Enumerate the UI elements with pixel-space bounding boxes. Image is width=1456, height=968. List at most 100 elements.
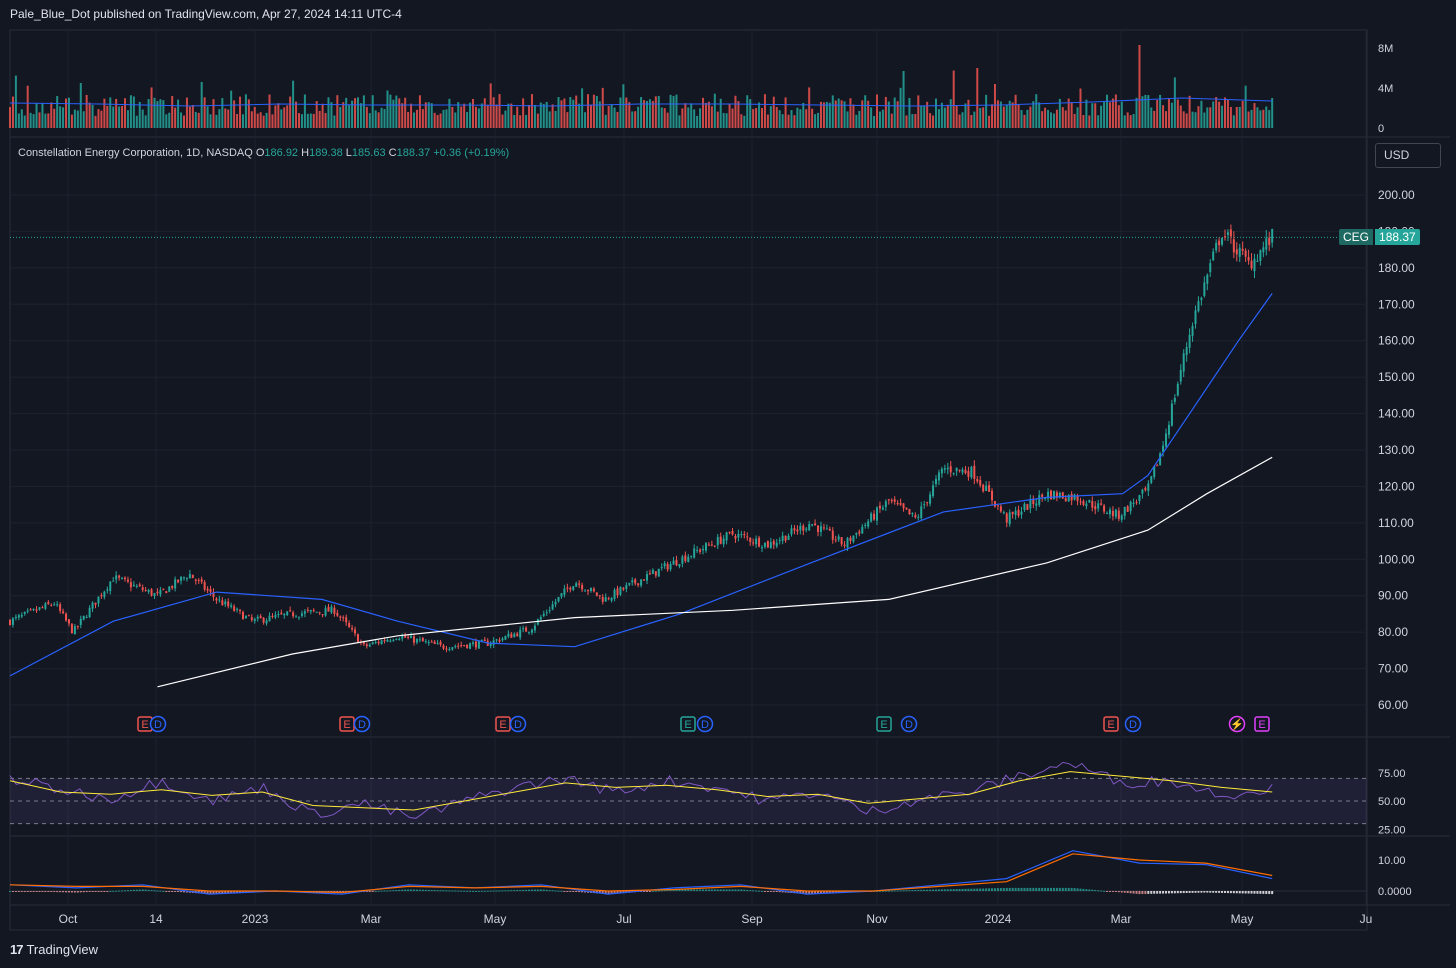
event-marker-earnings-miss[interactable]: E xyxy=(339,716,355,732)
candle-body xyxy=(1226,232,1229,236)
macd-histogram-bar xyxy=(1218,891,1221,893)
volume-bar xyxy=(743,115,746,128)
event-marker-dividend[interactable]: D xyxy=(696,715,714,733)
candle-body xyxy=(306,609,309,611)
currency-selector[interactable]: USD xyxy=(1375,143,1441,168)
volume-bar xyxy=(861,100,864,128)
macd-histogram-bar xyxy=(1044,887,1047,891)
event-marker-label: D xyxy=(701,719,709,731)
macd-histogram-bar xyxy=(519,889,522,891)
candle-body xyxy=(413,636,416,643)
candle-body xyxy=(1035,503,1038,506)
volume-bar xyxy=(1020,110,1023,128)
volume-bar xyxy=(926,101,929,128)
volume-bar xyxy=(466,111,469,128)
event-marker-earnings-upcoming[interactable]: E xyxy=(1254,716,1270,732)
macd-histogram-bar xyxy=(979,888,982,891)
volume-bar xyxy=(684,103,687,128)
event-marker-earnings-miss[interactable]: E xyxy=(1103,716,1119,732)
macd-histogram-bar xyxy=(725,889,728,891)
candle-body xyxy=(295,616,298,618)
volume-bar xyxy=(1259,110,1262,128)
volume-bar xyxy=(1138,45,1141,128)
volume-bar xyxy=(867,100,870,128)
candle-body xyxy=(955,467,958,472)
macd-histogram-bar xyxy=(498,890,501,892)
earnings-beat-badge-icon xyxy=(876,716,892,732)
candle-body xyxy=(772,540,775,545)
macd-histogram-bar xyxy=(932,889,935,891)
event-marker-split[interactable]: ⚡ xyxy=(1228,715,1246,733)
volume-bar xyxy=(1108,102,1111,128)
event-marker-earnings-miss[interactable]: E xyxy=(495,716,511,732)
macd-histogram-bar xyxy=(156,890,159,892)
macd-histogram-bar xyxy=(1097,890,1100,892)
candle-body xyxy=(454,646,457,648)
candle-body xyxy=(766,540,769,548)
volume-bar xyxy=(710,106,713,128)
macd-histogram-bar xyxy=(115,890,118,892)
y-tick-label: 60.00 xyxy=(1378,698,1408,712)
event-marker-dividend[interactable]: D xyxy=(353,715,371,733)
earnings-upcoming-badge-icon xyxy=(1254,716,1270,732)
candle-body xyxy=(20,614,23,617)
volume-bar xyxy=(1070,102,1073,128)
candle-body xyxy=(112,580,115,582)
macd-histogram-bar xyxy=(65,891,68,893)
volume-bar xyxy=(702,97,705,128)
volume-bar xyxy=(1256,107,1259,128)
volume-bar xyxy=(1191,111,1194,128)
event-marker-dividend[interactable]: D xyxy=(509,715,527,733)
macd-histogram-bar xyxy=(1011,887,1014,891)
volume-bar xyxy=(448,98,451,128)
candle-body xyxy=(1108,509,1111,515)
x-tick-label: Ju xyxy=(1360,912,1373,926)
volume-bar xyxy=(380,107,383,128)
candle-body xyxy=(899,503,902,505)
volume-bar xyxy=(224,108,227,128)
macd-histogram-bar xyxy=(141,889,144,891)
volume-bar xyxy=(50,102,53,128)
volume-bar xyxy=(1079,88,1082,128)
event-marker-dividend[interactable]: D xyxy=(149,715,167,733)
tradingview-brand[interactable]: 17 TradingView xyxy=(10,942,98,957)
volume-bar xyxy=(802,102,805,128)
candle-body xyxy=(439,641,442,645)
candle-body xyxy=(82,615,85,620)
candle-body xyxy=(631,580,634,583)
macd-histogram-bar xyxy=(622,891,625,894)
volume-bar xyxy=(483,98,486,128)
macd-histogram-bar xyxy=(808,891,811,895)
event-marker-earnings-beat[interactable]: E xyxy=(876,716,892,732)
macd-histogram-bar xyxy=(678,889,681,891)
macd-histogram-bar xyxy=(14,891,17,892)
candle-body xyxy=(625,584,628,589)
macd-histogram-bar xyxy=(1247,891,1250,894)
event-marker-dividend[interactable]: D xyxy=(900,715,918,733)
volume-bar xyxy=(206,106,209,128)
candle-body xyxy=(1079,501,1082,503)
candle-body xyxy=(1055,492,1058,498)
candle-body xyxy=(35,609,38,611)
candle-body xyxy=(843,544,846,546)
volume-bar xyxy=(849,98,852,128)
macd-histogram-bar xyxy=(1070,887,1073,891)
macd-histogram-bar xyxy=(44,891,47,892)
event-marker-earnings-beat[interactable]: E xyxy=(680,716,696,732)
macd-histogram-bar xyxy=(840,891,843,893)
volume-bar xyxy=(1082,115,1085,128)
candle-body xyxy=(1076,495,1079,502)
macd-histogram-bar xyxy=(200,891,203,894)
rsi-tick-label: 50.00 xyxy=(1378,796,1406,808)
event-marker-dividend[interactable]: D xyxy=(1124,715,1142,733)
candle-body xyxy=(265,620,268,624)
macd-histogram-bar xyxy=(881,890,884,892)
volume-bar xyxy=(215,114,218,128)
volume-bar xyxy=(958,114,961,128)
candle-body xyxy=(1256,260,1259,262)
event-marker-label: D xyxy=(154,719,162,731)
candle-body xyxy=(1085,503,1088,507)
macd-histogram-bar xyxy=(1162,891,1165,894)
volume-bar xyxy=(156,101,159,128)
